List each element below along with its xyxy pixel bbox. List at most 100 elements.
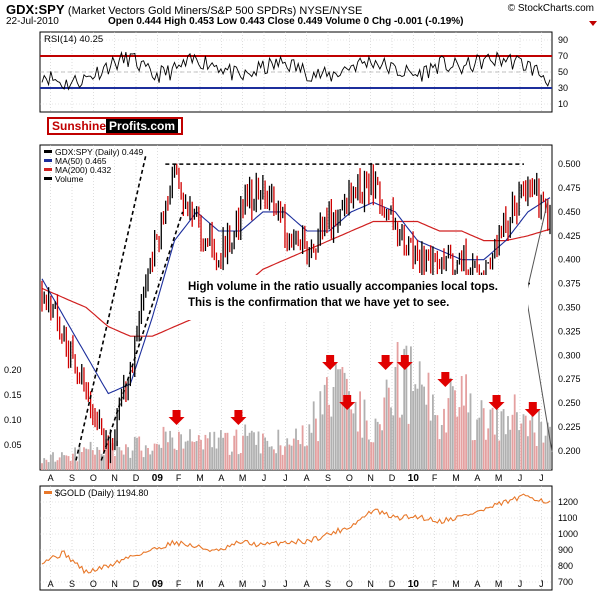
volume-bar [80, 452, 83, 470]
volume-bar [226, 432, 229, 470]
x-axis-label-gold: J [539, 579, 544, 589]
volume-bar [496, 395, 498, 470]
volume-bar [266, 440, 269, 470]
volume-bar [356, 431, 359, 470]
volume-bar [365, 420, 368, 470]
volume-bar [381, 430, 383, 470]
sunshine-profits-logo: Sunshine Profits.com [47, 117, 183, 135]
gold-tick-label: 700 [558, 577, 573, 587]
volume-bar [262, 433, 264, 470]
volume-bar [310, 432, 313, 470]
volume-bar [158, 444, 160, 470]
volume-bar [290, 445, 293, 470]
volume-bar [414, 384, 417, 470]
volume-bar [524, 415, 527, 470]
volume-bar [217, 437, 220, 470]
gold-tick-label: 900 [558, 545, 573, 555]
volume-bar [303, 446, 306, 470]
volume-bar [41, 463, 43, 470]
volume-bar [149, 454, 152, 470]
volume-bar [122, 454, 125, 470]
volume-bar [531, 413, 534, 470]
volume-arrow-icon [339, 395, 356, 410]
volume-bar [418, 361, 421, 470]
volume-bar [105, 438, 107, 470]
volume-bar [379, 424, 381, 470]
volume-bar [268, 446, 271, 470]
volume-bar [209, 432, 211, 470]
volume-bar [129, 457, 132, 470]
volume-bar [467, 412, 470, 470]
chart-title: GDX:SPY (Market Vectors Gold Miners/S&P … [6, 2, 363, 17]
x-axis-label-price: J [518, 473, 523, 483]
volume-bar [65, 455, 68, 470]
x-axis-label-gold: O [90, 579, 97, 589]
volume-bar [215, 448, 218, 470]
x-axis-label-price: D [389, 473, 396, 483]
volume-bar [328, 404, 330, 470]
volume-bar [286, 438, 289, 470]
gold-tick-label: 1200 [558, 497, 578, 507]
volume-bar [292, 438, 295, 470]
volume-bar [284, 446, 286, 470]
volume-bar [250, 430, 253, 470]
volume-bar [482, 408, 485, 470]
volume-bar [432, 394, 434, 470]
volume-bar [502, 409, 505, 470]
x-axis-label-price: M [495, 473, 503, 483]
volume-bar [85, 448, 88, 470]
volume-bar [396, 342, 399, 470]
volume-bar [184, 441, 187, 470]
volume-arrow-icon [488, 395, 505, 410]
price-tick-label: 0.200 [558, 446, 581, 456]
volume-bar [246, 435, 249, 470]
x-axis-label-gold: M [495, 579, 503, 589]
volume-bar [544, 435, 547, 470]
volume-bar [343, 372, 346, 470]
volume-bar [89, 441, 92, 470]
volume-bar [111, 443, 114, 470]
volume-bar [445, 432, 448, 470]
x-axis-label-gold: D [389, 579, 396, 589]
volume-bar [114, 456, 116, 470]
volume-bar [372, 442, 375, 470]
volume-bar [133, 436, 136, 470]
volume-bar [348, 391, 350, 470]
volume-bar [398, 417, 401, 470]
volume-bar [434, 415, 436, 470]
gold-line [41, 493, 551, 575]
x-axis-label-gold: N [111, 579, 118, 589]
price-tick-label: 0.350 [558, 303, 581, 313]
volume-bar [72, 453, 74, 470]
volume-bar [295, 428, 297, 470]
volume-bar [239, 453, 242, 470]
volume-bar [520, 423, 523, 470]
volume-bar [447, 398, 450, 470]
volume-bar [354, 401, 357, 470]
volume-bar [540, 421, 543, 470]
volume-bar [538, 410, 540, 470]
volume-bar [273, 449, 275, 470]
volume-bar [352, 413, 355, 470]
ma200-line [41, 220, 551, 337]
volume-bar [368, 439, 370, 470]
x-axis-label-gold: N [367, 579, 374, 589]
volume-bar [237, 454, 240, 470]
volume-bar [169, 430, 171, 470]
gold-tick-label: 1100 [558, 513, 577, 523]
x-axis-label-gold: D [133, 579, 140, 589]
volume-bar [498, 440, 501, 470]
gold-tick-label: 1000 [558, 529, 578, 539]
volume-bar [195, 441, 198, 470]
volume-arrow-icon [322, 355, 339, 370]
volume-bar [407, 423, 410, 470]
volume-bar [387, 387, 390, 470]
x-axis-label-gold: 10 [408, 579, 420, 590]
rsi-tick-label: 10 [558, 99, 568, 109]
volume-bar [504, 434, 507, 470]
volume-bar [451, 386, 454, 470]
volume-bar [374, 418, 377, 470]
volume-arrow-icon [168, 410, 185, 425]
volume-bar [456, 416, 459, 470]
volume-bar [511, 414, 514, 470]
